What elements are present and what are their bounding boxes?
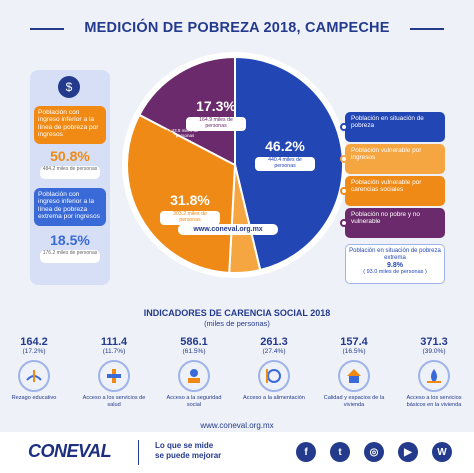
food-icon <box>258 360 290 392</box>
slice-label-no-pobre: 17.3% 164.9 miles de personas <box>186 98 246 132</box>
legend-dot <box>340 219 348 227</box>
pie-chart <box>122 52 348 278</box>
legend-vuln-ingresos: Población vulnerable por ingresos <box>340 144 445 174</box>
legend-vuln-carencias: Población vulnerable por carencias socia… <box>340 176 445 206</box>
education-icon <box>18 360 50 392</box>
slogan: Lo que se mide se puede mejorar <box>155 441 222 460</box>
extreme-income-box: Población con ingreso inferior a la líne… <box>34 188 106 226</box>
health-icon <box>98 360 130 392</box>
footer-divider <box>138 440 139 465</box>
legend-no-pobre: Población no pobre y no vulnerable <box>340 208 445 238</box>
income-box: Población con ingreso inferior a la líne… <box>34 106 106 144</box>
money-icon: $ <box>58 76 80 98</box>
indicators-title: INDICADORES DE CARENCIA SOCIAL 2018 <box>143 308 331 318</box>
indicator-alimentacion: 261.3 (27.4%) Acceso a la alimentación <box>243 336 305 401</box>
extreme-income-sub: 176.2 miles de personas <box>40 250 100 263</box>
legend-dot <box>340 187 348 195</box>
slice-label-pobreza: 46.2% 440.4 miles de personas <box>255 138 315 172</box>
legend-dot <box>340 155 348 163</box>
facebook-icon[interactable]: f <box>296 442 316 462</box>
indicator-rezago: 164.2 (17.2%) Rezago educativo <box>11 336 57 401</box>
pie-website-pill[interactable]: www.coneval.org.mx <box>178 224 278 235</box>
title-rule-right <box>410 28 444 30</box>
indicator-salud: 111.4 (11.7%) Acceso a los servicios de s… <box>82 336 146 408</box>
page-title: MEDICIÓN DE POBREZA 2018, CAMPECHE <box>84 20 390 36</box>
social-security-icon <box>178 360 210 392</box>
coneval-logo: CONEVAL <box>28 441 112 461</box>
slice-sub-vuln-ingresos: 43.8 miles de personas <box>171 128 199 138</box>
instagram-icon[interactable]: ◎ <box>364 442 384 462</box>
title-rule-left <box>30 28 64 30</box>
wordpress-icon[interactable]: W <box>432 442 452 462</box>
housing-icon <box>338 360 370 392</box>
income-sub: 484.2 miles de personas <box>40 166 100 179</box>
extreme-poverty-box: Población en situación de pobreza extrem… <box>345 244 445 284</box>
left-panel: $ Población con ingreso inferior a la lí… <box>30 70 110 285</box>
pie-slice-no-pobre <box>137 55 236 167</box>
footer <box>0 432 474 473</box>
youtube-icon[interactable]: ▶ <box>398 442 418 462</box>
extreme-income-pct: 18.5% <box>50 232 90 248</box>
twitter-icon[interactable]: t <box>330 442 350 462</box>
slice-label-vuln-carencias: 31.8% 303.2 miles de personas <box>160 192 220 226</box>
website-link[interactable]: www.coneval.org.mx <box>200 421 274 430</box>
indicator-servicios: 371.3 (39.0%) Acceso a los servicios bási… <box>406 336 462 408</box>
slice-label-vuln-ingresos: 4.6% <box>152 128 174 138</box>
indicator-seguridad: 586.1 (61.5%) Acceso a la seguridad socia… <box>166 336 222 408</box>
indicators-subtitle: (miles de personas) <box>204 319 270 328</box>
income-pct: 50.8% <box>50 148 90 164</box>
indicator-vivienda: 157.4 (16.5%) Calidad y espacios de la vi… <box>323 336 385 408</box>
legend-pobreza: Población en situación de pobreza <box>340 112 445 142</box>
water-icon <box>418 360 450 392</box>
legend-dot <box>340 123 348 131</box>
